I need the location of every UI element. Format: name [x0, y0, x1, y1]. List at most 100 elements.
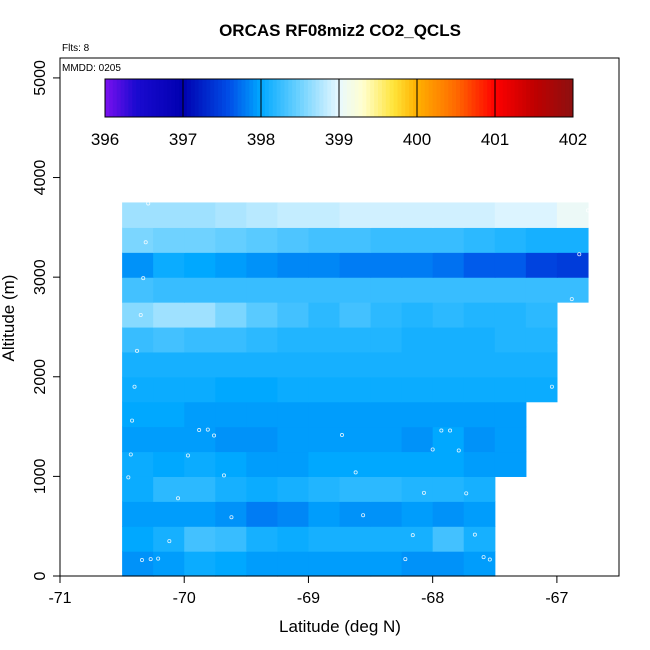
heatmap-cell — [525, 326, 558, 353]
sample-point — [456, 448, 461, 453]
heatmap-cell — [184, 501, 216, 527]
colorbar-segment — [502, 79, 508, 117]
heatmap-cell — [308, 302, 341, 328]
heatmap-cell — [215, 302, 247, 328]
heatmap-cell — [463, 401, 496, 428]
sample-point — [487, 557, 492, 562]
heatmap-cell — [370, 501, 403, 527]
sample-point — [430, 447, 435, 452]
colorbar-segment — [417, 79, 422, 117]
colorbar-segment — [218, 79, 223, 117]
colorbar-segment — [405, 79, 410, 117]
colorbar-segment — [264, 79, 270, 117]
heatmap-cell — [308, 526, 341, 552]
sample-point — [146, 201, 151, 206]
heatmap-cell — [215, 351, 247, 378]
heatmap-cell — [494, 451, 527, 477]
heatmap-cell — [277, 351, 310, 378]
heatmap-cell — [401, 326, 434, 353]
heatmap-cell — [401, 227, 434, 253]
heatmap-cell — [432, 476, 465, 502]
colorbar-segment — [495, 79, 500, 117]
heatmap-cell — [370, 476, 403, 502]
colorbar-segment — [253, 79, 258, 117]
heatmap-cell — [339, 551, 372, 577]
sample-point — [126, 475, 131, 480]
heatmap-cell — [153, 451, 185, 477]
heatmap-cell — [339, 401, 372, 428]
heatmap-cell — [153, 476, 185, 502]
heatmap-cell — [401, 551, 434, 577]
heatmap-cell — [370, 252, 403, 278]
heatmap-cell — [308, 227, 341, 253]
sample-point — [410, 533, 415, 538]
colorbar-segment — [120, 79, 125, 117]
heatmap-cell — [215, 401, 247, 428]
heatmap-cell — [432, 252, 465, 278]
heatmap-cell — [277, 501, 310, 527]
heatmap-cell — [370, 526, 403, 552]
colorbar-segment — [186, 79, 192, 117]
heatmap-cell — [184, 302, 216, 328]
sample-points — [126, 201, 590, 563]
heatmap-cell — [525, 252, 558, 278]
heatmap-cell — [401, 376, 434, 403]
heatmap-cell — [432, 401, 465, 428]
heatmap-cell — [153, 277, 185, 303]
x-tick-label: -69 — [297, 590, 320, 607]
heatmap-cell — [494, 252, 527, 278]
heatmap-cell — [184, 277, 216, 303]
colorbar-segment — [444, 79, 449, 117]
heatmap-cell — [246, 551, 278, 577]
heatmap-cell — [308, 451, 341, 477]
heatmap-cell — [463, 426, 496, 453]
colorbar-segment — [479, 79, 484, 117]
colorbar-segment — [272, 79, 278, 117]
heatmap-cell — [277, 202, 310, 228]
sample-point — [167, 539, 172, 544]
heatmap-cell — [122, 302, 154, 328]
colorbar-segment — [194, 79, 200, 117]
heatmap-cell — [215, 326, 247, 353]
colorbar-segment — [311, 79, 317, 117]
heatmap-cell — [339, 476, 372, 502]
colorbar-segment — [526, 79, 531, 117]
heatmap-cell — [277, 451, 310, 477]
heatmap-cell — [339, 277, 372, 303]
heatmap-cell — [401, 476, 434, 502]
heatmap-cell — [308, 551, 341, 577]
heatmap-cell — [339, 351, 372, 378]
sample-point — [569, 297, 574, 302]
heatmap-cell — [308, 401, 341, 428]
x-tick-label: -71 — [48, 590, 71, 607]
heatmap-cell — [122, 526, 154, 552]
colorbar-segment — [409, 79, 414, 117]
heatmap-cell — [339, 227, 372, 253]
colorbar-segment — [393, 79, 398, 117]
heatmap-cell — [339, 202, 372, 228]
heatmap-cell — [339, 526, 372, 552]
heatmap-cell — [184, 476, 216, 502]
heatmap-cell — [556, 202, 589, 228]
colorbar-segment — [229, 79, 235, 117]
colorbar-tick-label: 401 — [481, 130, 509, 149]
heatmap-cell — [215, 451, 247, 477]
colorbar-segment — [389, 79, 395, 117]
heatmap-cell — [122, 401, 154, 428]
sample-point — [577, 252, 582, 257]
colorbar-segment — [342, 79, 348, 117]
heatmap-cell — [463, 451, 496, 477]
heatmap-cell — [494, 326, 527, 353]
heatmap-cell — [432, 227, 465, 253]
colorbar-segment — [510, 79, 515, 117]
heatmap-cell — [370, 376, 403, 403]
heatmap-cell — [246, 476, 278, 502]
heatmap-cell — [525, 351, 558, 378]
heatmap-cell — [246, 401, 278, 428]
colorbar-segment — [116, 79, 122, 117]
colorbar-segment — [300, 79, 305, 117]
y-tick-label: 4000 — [32, 160, 49, 196]
colorbar-segment — [432, 79, 437, 117]
sample-point — [132, 384, 137, 389]
